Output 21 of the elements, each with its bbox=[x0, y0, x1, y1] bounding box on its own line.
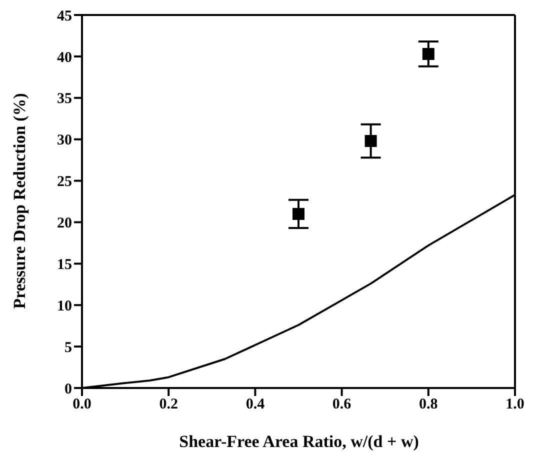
x-tick-label: 0.2 bbox=[159, 396, 178, 413]
y-axis-title: Pressure Drop Reduction (%) bbox=[10, 93, 30, 309]
point bbox=[422, 48, 434, 60]
x-tick-label: 0.4 bbox=[246, 396, 266, 413]
y-tick-label: 20 bbox=[57, 216, 72, 232]
point bbox=[292, 208, 304, 220]
y-tick-label: 5 bbox=[64, 340, 72, 356]
y-tick-label: 10 bbox=[57, 298, 72, 314]
y-tick-label: 35 bbox=[57, 91, 72, 108]
x-tick-label: 1.0 bbox=[506, 396, 524, 413]
y-tick-label: 40 bbox=[57, 50, 72, 66]
y-tick-label: 15 bbox=[57, 256, 72, 273]
x-tick-label: 0.8 bbox=[419, 396, 438, 413]
x-tick-label: 0.6 bbox=[332, 396, 352, 413]
x-tick-label: 0.0 bbox=[72, 396, 92, 413]
x-axis-title: Shear-Free Area Ratio, w/(d + w) bbox=[178, 432, 420, 452]
y-tick-label: 0 bbox=[64, 381, 72, 398]
y-tick-label: 45 bbox=[57, 8, 72, 24]
y-tick-label: 25 bbox=[57, 174, 72, 190]
y-tick-label: 30 bbox=[57, 132, 72, 149]
point bbox=[364, 134, 377, 147]
